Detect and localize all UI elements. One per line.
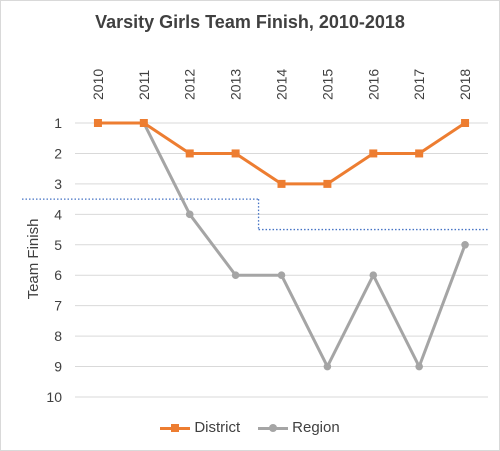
y-axis-label: Team Finish bbox=[25, 219, 42, 300]
x-tick-label: 2016 bbox=[365, 69, 381, 100]
district-data-point bbox=[461, 119, 470, 127]
region-data-point bbox=[231, 271, 240, 280]
legend-item-region: Region bbox=[258, 419, 340, 436]
region-data-point bbox=[461, 240, 469, 249]
district-data-point bbox=[185, 149, 194, 158]
district-data-point bbox=[139, 119, 148, 127]
reference-lines bbox=[22, 198, 488, 231]
y-tick-label: 4 bbox=[54, 206, 62, 222]
y-tick-label: 1 bbox=[54, 115, 62, 131]
y-tick-labels: 1 2 3 4 5 6 7 8 9 10 bbox=[46, 115, 62, 405]
x-tick-label: 2010 bbox=[90, 69, 106, 100]
district-data-point bbox=[277, 179, 286, 188]
region-data-point bbox=[185, 210, 194, 219]
legend: District Region bbox=[0, 419, 500, 436]
district-data-point bbox=[231, 149, 240, 158]
gridlines bbox=[75, 122, 488, 398]
x-tick-label: 2017 bbox=[411, 69, 427, 100]
x-tick-label: 2012 bbox=[182, 69, 198, 100]
y-tick-label: 5 bbox=[54, 237, 62, 253]
y-tick-label: 9 bbox=[54, 359, 62, 375]
district-legend-swatch bbox=[160, 422, 191, 434]
x-tick-label: 2014 bbox=[274, 69, 290, 100]
district-data-point bbox=[323, 179, 332, 188]
region-data-point bbox=[323, 362, 332, 371]
district-data-point bbox=[415, 149, 424, 158]
x-tick-label: 2013 bbox=[228, 69, 244, 100]
district-data-point bbox=[93, 119, 102, 127]
y-tick-label: 7 bbox=[54, 298, 62, 314]
region-data-point bbox=[277, 271, 286, 280]
y-tick-label: 10 bbox=[46, 389, 62, 405]
region-legend-swatch bbox=[258, 422, 289, 434]
y-tick-label: 3 bbox=[54, 176, 62, 192]
chart-title: Varsity Girls Team Finish, 2010-2018 bbox=[95, 12, 405, 32]
x-tick-label: 2011 bbox=[136, 70, 152, 100]
y-tick-label: 2 bbox=[54, 145, 62, 161]
legend-label-region: Region bbox=[292, 419, 340, 436]
x-tick-label: 2015 bbox=[319, 69, 335, 100]
region-data-point bbox=[415, 362, 423, 371]
legend-label-district: District bbox=[194, 419, 241, 436]
series-lines bbox=[93, 119, 470, 371]
x-tick-label: 2018 bbox=[457, 69, 473, 100]
x-tick-labels: 2010 2011 2012 2013 2014 2015 2016 2017 2018 bbox=[90, 69, 473, 100]
district-data-point bbox=[369, 149, 378, 158]
legend-item-district: District bbox=[160, 419, 240, 436]
y-tick-label: 6 bbox=[54, 267, 62, 283]
y-tick-label: 8 bbox=[54, 328, 62, 344]
region-data-point bbox=[369, 271, 378, 280]
